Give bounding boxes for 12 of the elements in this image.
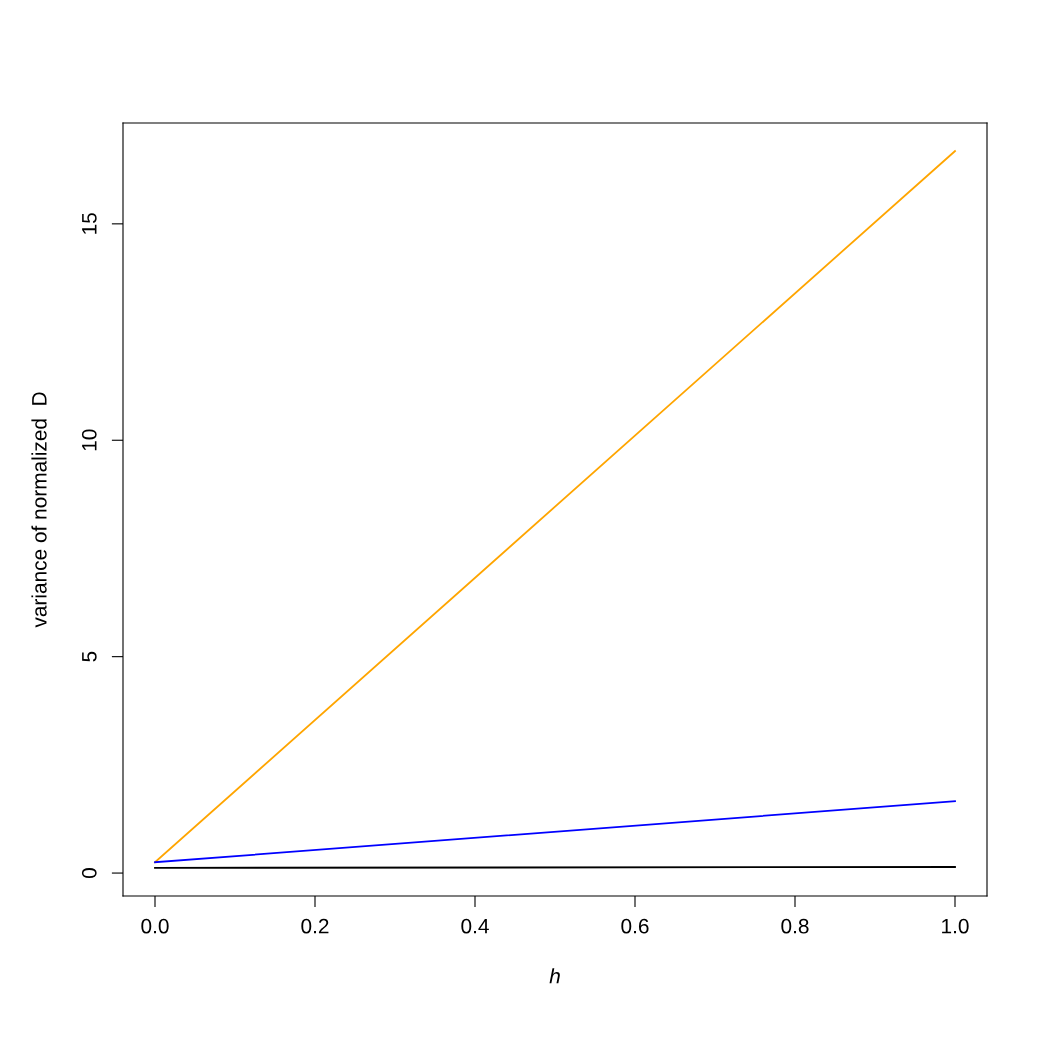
x-tick-label: 0.2 xyxy=(301,918,329,934)
y-tick-label: 5 xyxy=(82,651,97,662)
x-axis-title: h xyxy=(549,968,560,984)
x-tick-label: 0.4 xyxy=(461,918,489,934)
x-tick-label: 0.8 xyxy=(781,918,809,934)
x-tick-label: 1.0 xyxy=(942,918,969,934)
y-axis-title: variance of normalized D xyxy=(31,392,47,628)
x-tick-label: 0.6 xyxy=(621,918,649,934)
y-tick-label: 10 xyxy=(81,429,97,451)
y-tick-label: 0 xyxy=(81,868,97,879)
x-tick-label: 0.0 xyxy=(141,918,169,934)
y-tick-label: 15 xyxy=(82,213,97,234)
